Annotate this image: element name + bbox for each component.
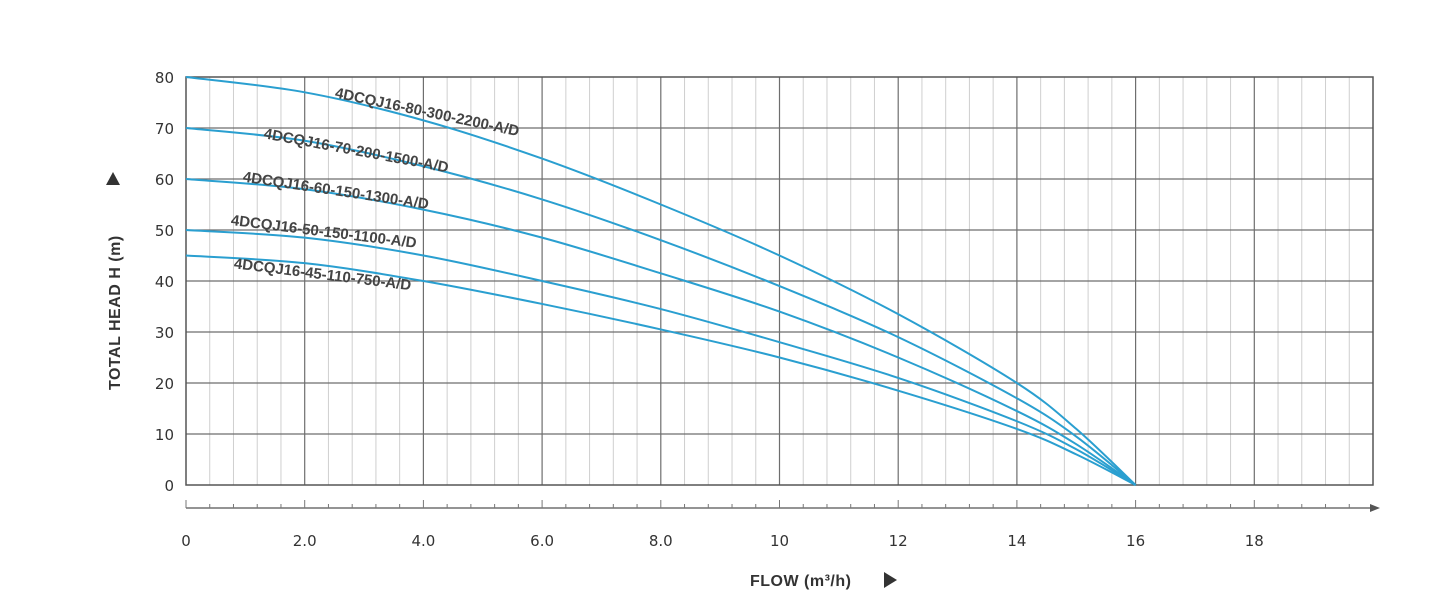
x-tick-label: 14 — [1007, 532, 1026, 550]
x-axis-title: FLOW (m³/h) — [750, 573, 851, 590]
y-tick-label: 40 — [155, 273, 174, 291]
series-label: 4DCQJ16-60-150-1300-A/D — [242, 169, 430, 213]
y-axis: 0 10 20 30 40 50 60 70 80 — [155, 69, 174, 495]
x-tick-label: 0 — [181, 532, 191, 550]
series-label: 4DCQJ16-80-300-2200-A/D — [334, 85, 521, 140]
series-line — [185, 254, 1137, 486]
plot-frame — [185, 76, 1374, 486]
y-tick-label: 50 — [155, 222, 174, 240]
series-label: 4DCQJ16-70-200-1500-A/D — [262, 125, 450, 176]
series-label: 4DCQJ16-45-110-750-A/D — [233, 255, 412, 294]
series-line — [185, 76, 1137, 486]
x-axis-arrow-icon — [884, 572, 897, 588]
y-tick-label: 30 — [155, 324, 174, 342]
series-group — [185, 76, 1137, 486]
x-tick-label: 8.0 — [649, 532, 673, 550]
x-tick-label: 4.0 — [411, 532, 435, 550]
y-tick-label: 60 — [155, 171, 174, 189]
x-axis: 0 2.0 4.0 6.0 8.0 10 12 14 16 18 — [181, 500, 1380, 550]
x-tick-label: 16 — [1126, 532, 1145, 550]
series-line — [185, 127, 1137, 486]
series-line — [185, 178, 1137, 486]
series-labels: 4DCQJ16-80-300-2200-A/D4DCQJ16-70-200-15… — [230, 85, 521, 294]
x-tick-label: 10 — [770, 532, 789, 550]
y-tick-label: 10 — [155, 426, 174, 444]
major-grid — [186, 77, 1373, 485]
y-tick-label: 0 — [164, 477, 174, 495]
x-tick-label: 6.0 — [530, 532, 554, 550]
series-line — [185, 229, 1137, 486]
y-tick-label: 20 — [155, 375, 174, 393]
series-label: 4DCQJ16-50-150-1100-A/D — [230, 212, 418, 252]
x-tick-label: 2.0 — [293, 532, 317, 550]
x-tick-label: 18 — [1245, 532, 1264, 550]
y-axis-title: TOTAL HEAD H (m) — [107, 235, 124, 390]
y-tick-label: 80 — [155, 69, 174, 87]
x-tick-label: 12 — [889, 532, 908, 550]
y-tick-label: 70 — [155, 120, 174, 138]
x-axis-line-arrow-icon — [1370, 504, 1380, 512]
y-axis-arrow-icon — [106, 172, 120, 185]
